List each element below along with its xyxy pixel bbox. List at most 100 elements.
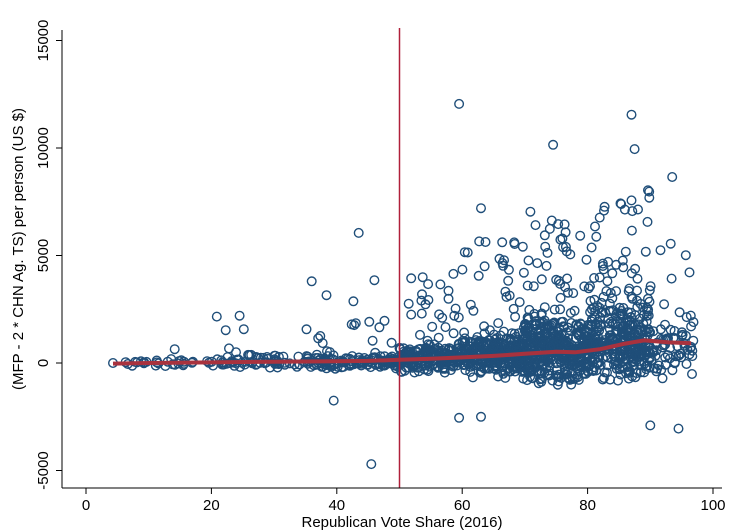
scatter-point <box>674 307 685 318</box>
scatter-point <box>643 185 654 196</box>
scatter-point <box>644 192 655 203</box>
scatter-point <box>353 227 364 238</box>
scatter-point <box>555 278 566 289</box>
scatter-point <box>548 139 559 150</box>
scatter-point <box>499 358 510 369</box>
scatter-point <box>536 376 547 387</box>
scatter-point <box>586 365 597 376</box>
scatter-point <box>523 255 534 266</box>
scatter-point <box>562 322 573 333</box>
scatter-point <box>493 318 504 329</box>
y-tick-label: -5000 <box>35 451 52 489</box>
scatter-point <box>659 299 670 310</box>
scatter-point <box>630 263 641 274</box>
scatter-point <box>480 236 491 247</box>
scatter-point <box>422 335 433 346</box>
scatter-point <box>423 295 434 306</box>
scatter-point <box>543 355 554 366</box>
scatter-point <box>419 364 430 375</box>
scatter-point <box>644 296 655 307</box>
scatter-point <box>660 352 671 363</box>
scatter-point <box>460 336 471 347</box>
scatter-point <box>644 285 655 296</box>
scatter-point <box>465 299 476 310</box>
scatter-point <box>540 241 551 252</box>
scatter-point <box>457 264 468 275</box>
x-tick-label: 20 <box>203 497 220 514</box>
scatter-point <box>416 295 427 306</box>
scatter-point <box>532 258 543 269</box>
scatter-point <box>473 270 484 281</box>
scatter-point <box>301 324 312 335</box>
scatter-point <box>406 309 417 320</box>
scatter-point <box>454 98 465 109</box>
scatter-point <box>592 357 603 368</box>
scatter-point <box>494 253 505 264</box>
scatter-point <box>571 319 582 330</box>
scatter-point <box>666 273 677 284</box>
scatter-point <box>435 279 446 290</box>
scatter-point <box>626 225 637 236</box>
scatter-point <box>657 373 668 384</box>
scatter-point <box>321 290 332 301</box>
scatter-point <box>632 273 643 284</box>
scatter-point <box>605 330 616 341</box>
scatter-point <box>524 304 535 315</box>
scatter-point <box>369 275 380 286</box>
scatter-point <box>581 254 592 265</box>
x-tick-label: 80 <box>579 497 596 514</box>
scatter-point <box>540 349 551 360</box>
scatter-point <box>539 230 550 241</box>
scatter-point <box>595 319 606 330</box>
scatter-point <box>669 358 680 369</box>
scatter-point <box>601 286 612 297</box>
scatter-point <box>522 280 533 291</box>
scatter-point <box>681 312 692 323</box>
scatter-point <box>673 423 684 434</box>
scatter-point <box>315 331 326 342</box>
scatter-point <box>598 373 609 384</box>
scatter-point <box>366 459 377 470</box>
scatter-point <box>555 304 566 315</box>
scatter-points <box>107 98 699 470</box>
scatter-point <box>480 358 491 369</box>
y-axis-title: (MFP - 2 * CHN Ag. TS) per person (US $) <box>10 108 27 390</box>
scatter-point <box>448 328 459 339</box>
x-tick-label: 40 <box>328 497 345 514</box>
scatter-point <box>585 281 596 292</box>
x-tick-label: 0 <box>82 497 90 514</box>
scatter-point <box>626 291 637 302</box>
scatter-point <box>614 349 625 360</box>
scatter-point <box>550 330 561 341</box>
scatter-point <box>586 328 597 339</box>
scatter-point <box>211 311 222 322</box>
scatter-point <box>594 352 605 363</box>
scatter-point <box>626 307 637 318</box>
scatter-point <box>486 358 497 369</box>
scatter-point <box>645 281 656 292</box>
scatter-point <box>597 374 608 385</box>
scatter-point <box>655 245 666 256</box>
scatter-point <box>562 365 573 376</box>
scatter-point <box>417 272 428 283</box>
scatter-point <box>559 219 570 230</box>
scatter-point <box>583 283 594 294</box>
scatter-point <box>518 267 529 278</box>
scatter-point <box>641 310 652 321</box>
scatter-point <box>618 262 629 273</box>
scatter-point <box>454 412 465 423</box>
scatter-point <box>353 358 364 369</box>
scatter-point <box>602 276 613 287</box>
scatter-point <box>364 316 375 327</box>
scatter-point <box>311 349 322 360</box>
scatter-point <box>624 324 635 335</box>
scatter-point <box>374 322 385 333</box>
scatter-point <box>614 364 625 375</box>
scatter-point <box>536 366 547 377</box>
scatter-point <box>674 350 685 361</box>
scatter-point <box>541 260 552 271</box>
scatter-point <box>552 371 563 382</box>
scatter-point <box>623 344 634 355</box>
scatter-point <box>547 355 558 366</box>
scatter-point <box>573 374 584 385</box>
